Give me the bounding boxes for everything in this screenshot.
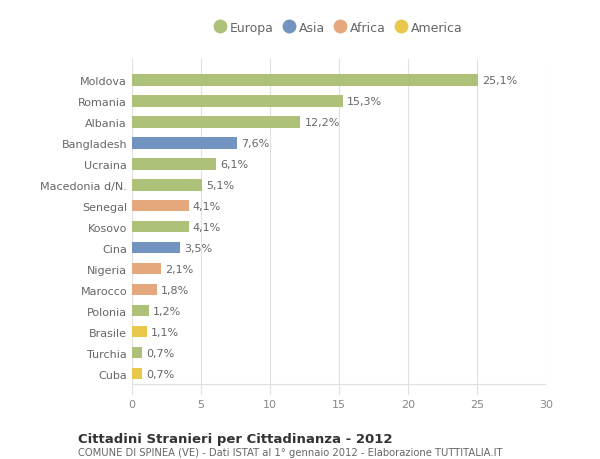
- Bar: [132, 75, 478, 86]
- Bar: [132, 242, 181, 254]
- Bar: [132, 159, 216, 170]
- Bar: [132, 284, 157, 296]
- Bar: [132, 117, 301, 128]
- Bar: [132, 96, 343, 107]
- Text: 5,1%: 5,1%: [206, 180, 235, 190]
- Text: 4,1%: 4,1%: [193, 202, 221, 211]
- Text: 0,7%: 0,7%: [146, 369, 174, 379]
- Text: 3,5%: 3,5%: [184, 243, 212, 253]
- Text: 1,2%: 1,2%: [152, 306, 181, 316]
- Bar: [132, 305, 149, 317]
- Legend: Europa, Asia, Africa, America: Europa, Asia, Africa, America: [215, 22, 463, 35]
- Text: 7,6%: 7,6%: [241, 139, 269, 148]
- Bar: [132, 179, 202, 191]
- Text: 4,1%: 4,1%: [193, 222, 221, 232]
- Text: 2,1%: 2,1%: [165, 264, 193, 274]
- Bar: [132, 368, 142, 380]
- Bar: [132, 201, 188, 212]
- Text: 12,2%: 12,2%: [305, 118, 340, 128]
- Bar: [132, 326, 147, 338]
- Bar: [132, 221, 188, 233]
- Text: 15,3%: 15,3%: [347, 96, 382, 106]
- Bar: [132, 347, 142, 358]
- Bar: [132, 138, 237, 149]
- Text: COMUNE DI SPINEA (VE) - Dati ISTAT al 1° gennaio 2012 - Elaborazione TUTTITALIA.: COMUNE DI SPINEA (VE) - Dati ISTAT al 1°…: [78, 447, 503, 457]
- Text: 6,1%: 6,1%: [220, 159, 248, 169]
- Text: Cittadini Stranieri per Cittadinanza - 2012: Cittadini Stranieri per Cittadinanza - 2…: [78, 432, 392, 445]
- Text: 1,1%: 1,1%: [151, 327, 179, 337]
- Text: 1,8%: 1,8%: [161, 285, 189, 295]
- Text: 25,1%: 25,1%: [482, 76, 518, 86]
- Bar: [132, 263, 161, 275]
- Text: 0,7%: 0,7%: [146, 348, 174, 358]
